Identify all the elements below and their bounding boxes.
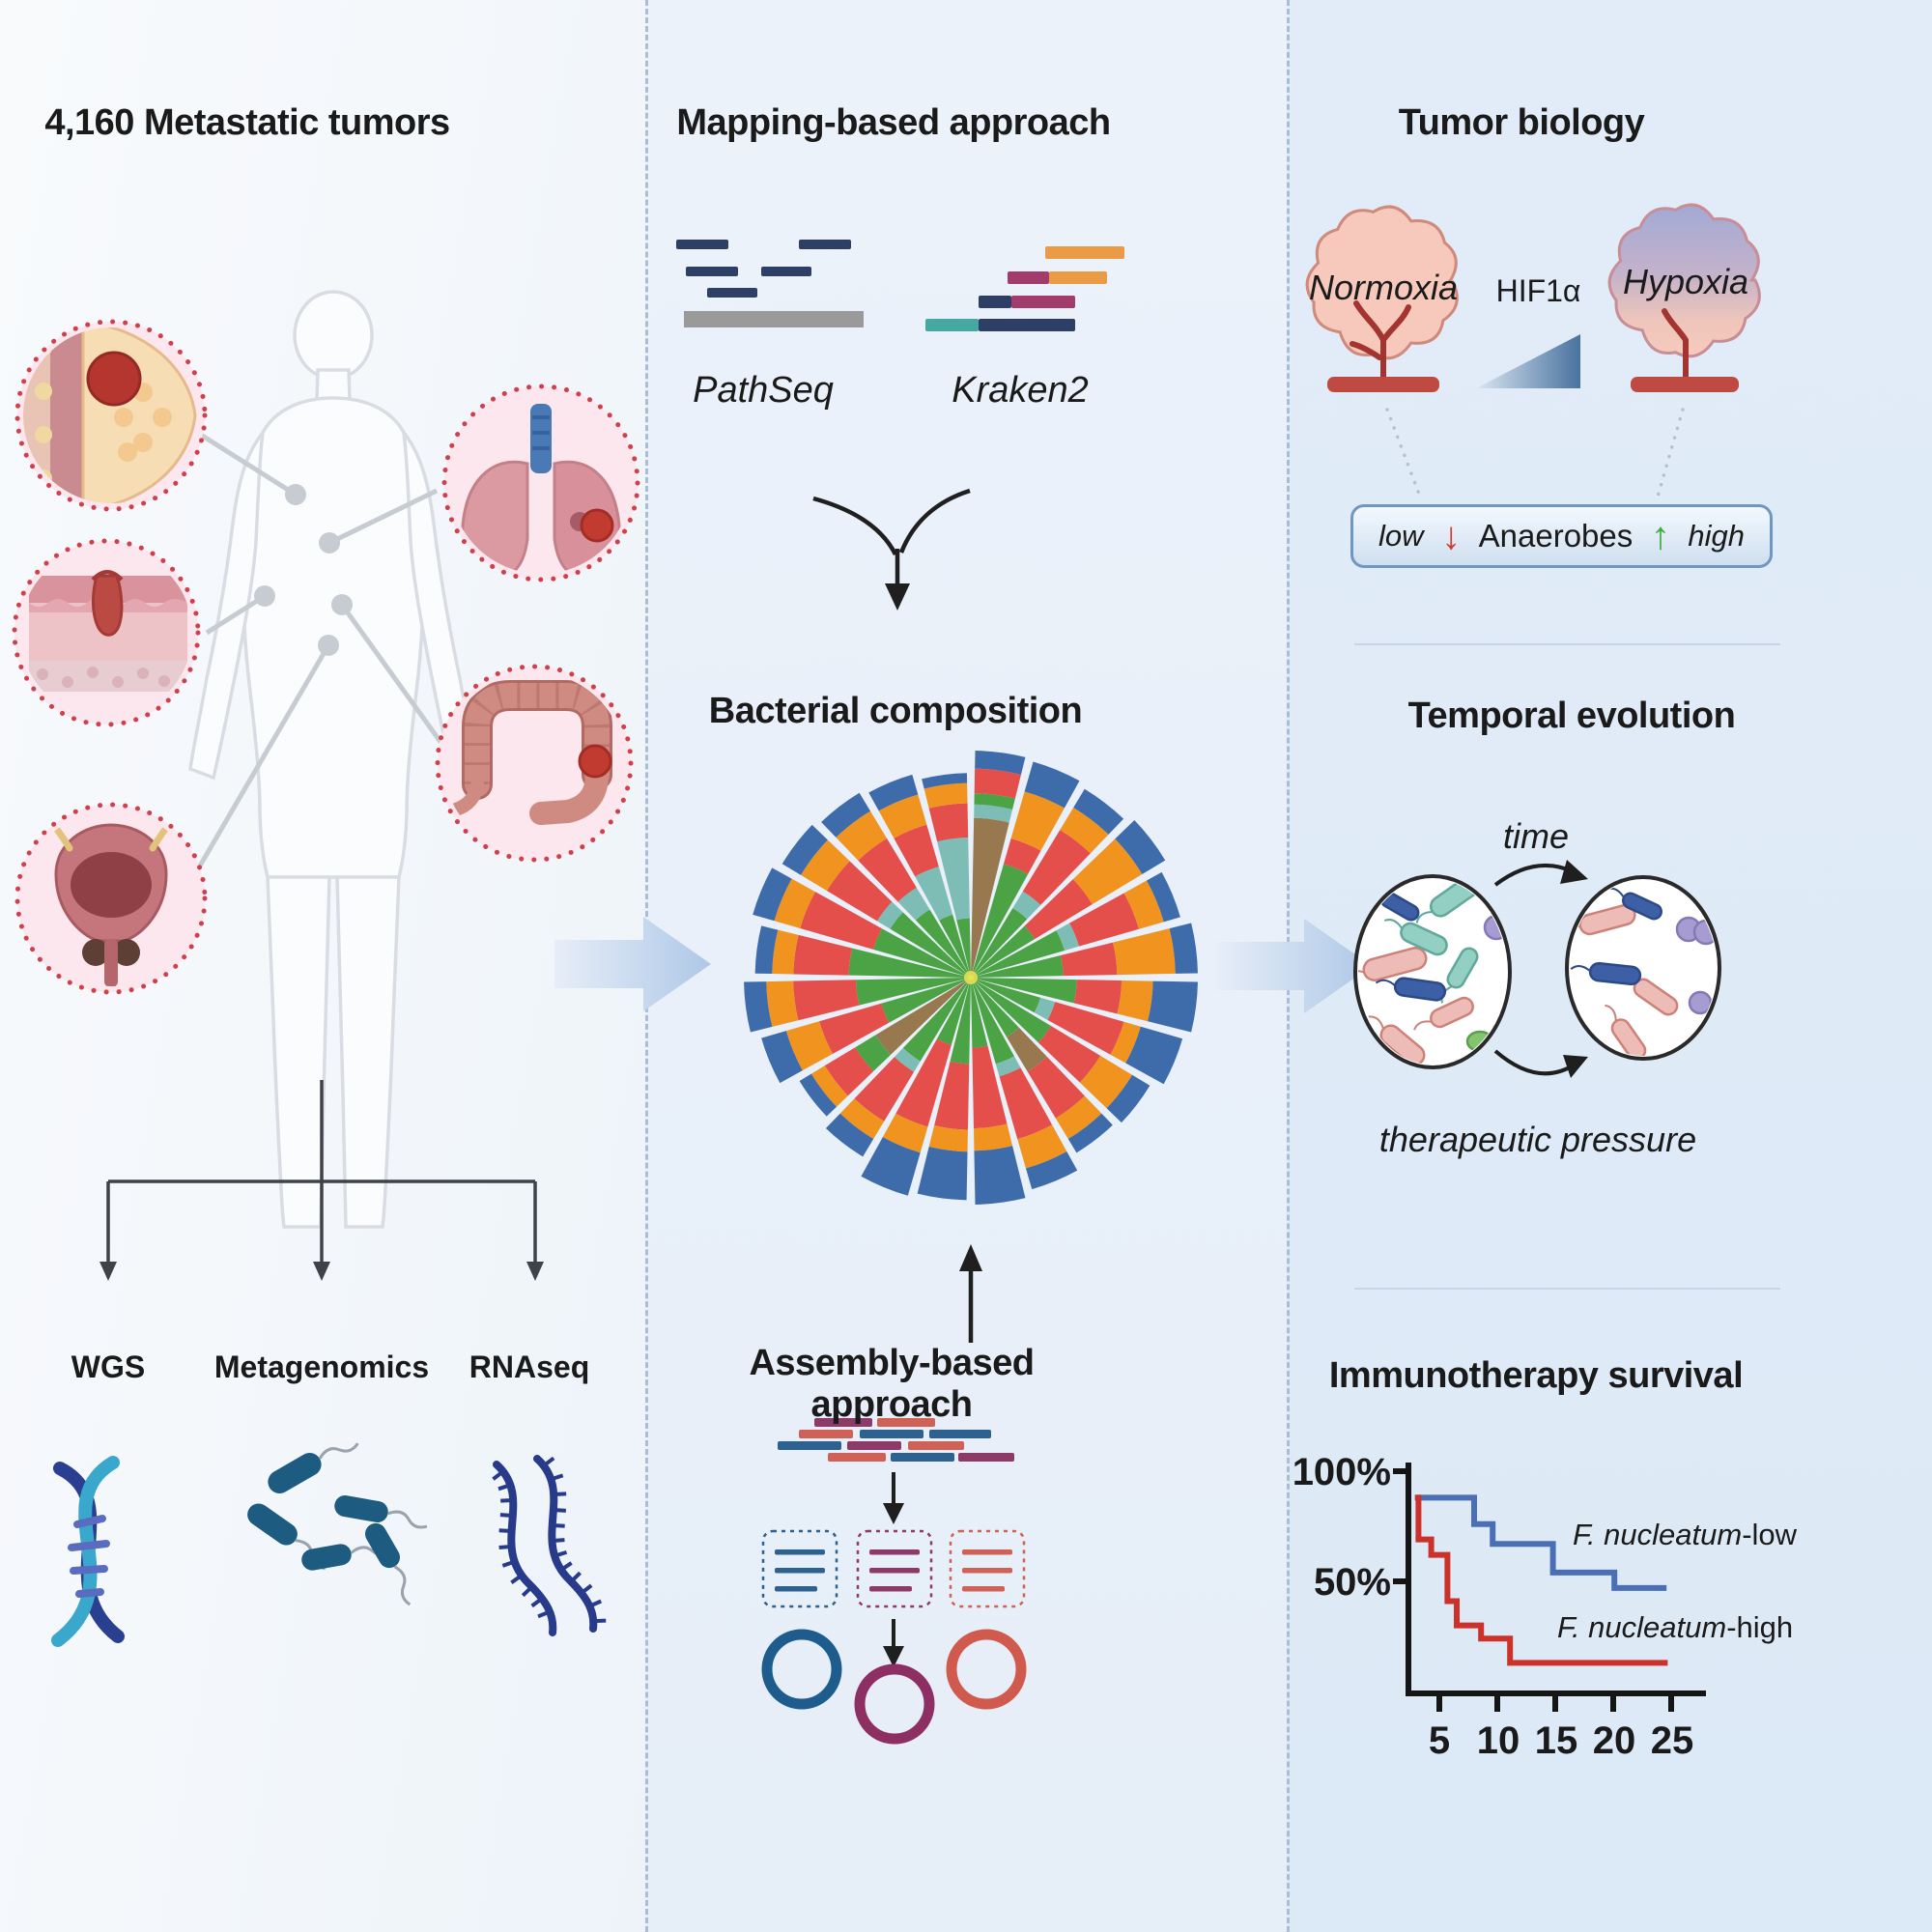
assembly-approach-title: Assembly-based approach [749, 1343, 1035, 1425]
method-label-metagenomics: Metagenomics [213, 1350, 430, 1384]
circular-genome-icons [761, 1629, 1027, 1745]
left-panel-title: 4,160 Metastatic tumors [44, 102, 450, 143]
colon-organ-icon [435, 664, 634, 863]
converging-arrows [812, 488, 971, 611]
down-arrow-icon: ↓ [1441, 515, 1462, 557]
hif1a-label: HIF1α [1495, 273, 1581, 308]
tumor-biology-illustration [1305, 203, 1761, 498]
contig-bin-boxes [761, 1529, 1026, 1608]
pathseq-reads-illustration [676, 240, 864, 327]
anaerobes-high-label: high [1688, 519, 1745, 553]
microbiome-after-circle [1565, 875, 1721, 1061]
bacterial-composition-title: Bacterial composition [708, 691, 1083, 731]
microbiome-before-circle [1353, 874, 1512, 1069]
skin-organ-icon [12, 538, 201, 727]
hypoxia-label: Hypoxia [1622, 262, 1749, 301]
kraken2-reads-illustration [925, 246, 1124, 331]
panel-flow-arrow [554, 917, 711, 1011]
bladder-organ-icon [14, 802, 208, 995]
organ-connector-lines [186, 424, 443, 869]
immunotherapy-survival-title: Immunotherapy survival [1328, 1355, 1744, 1396]
bacteria-icon [247, 1442, 428, 1606]
therapeutic-pressure-label: therapeutic pressure [1378, 1120, 1697, 1159]
lung-organ-icon [441, 384, 640, 582]
kraken2-label: Kraken2 [952, 370, 1089, 411]
section-divider-1 [1354, 643, 1780, 645]
x-tick-5: 5 [1428, 1719, 1451, 1762]
bacterial-composition-wheel [744, 751, 1198, 1205]
method-label-wgs: WGS [71, 1350, 146, 1384]
y-tick-100: 100% [1292, 1451, 1391, 1493]
anaerobes-level-box: low ↓ Anaerobes ↑ high [1350, 504, 1773, 568]
y-tick-50: 50% [1313, 1561, 1391, 1604]
method-label-rnaseq: RNAseq [469, 1350, 590, 1384]
dna-helix-icon [51, 1456, 125, 1647]
section-divider-2 [1354, 1288, 1780, 1290]
rna-strand-icon [492, 1455, 607, 1636]
assembly-flow-arrows [883, 1472, 904, 1667]
km-legend-low: F. nucleatum-low [1573, 1518, 1798, 1551]
assembly-reads-illustration [778, 1418, 1014, 1462]
mapping-approach-title: Mapping-based approach [676, 102, 1111, 143]
km-legend-high: F. nucleatum-high [1557, 1610, 1794, 1644]
assembly-to-wheel-arrow [959, 1244, 982, 1343]
anaerobes-label: Anaerobes [1478, 518, 1634, 554]
x-tick-20: 20 [1592, 1719, 1636, 1762]
sequencing-branch-arrows [99, 1080, 544, 1281]
x-tick-15: 15 [1534, 1719, 1578, 1762]
pathseq-label: PathSeq [693, 370, 834, 411]
breast-organ-icon [14, 319, 208, 512]
x-tick-25: 25 [1650, 1719, 1694, 1762]
tumor-biology-title: Tumor biology [1398, 102, 1645, 143]
time-label: time [1502, 816, 1569, 856]
normoxia-label: Normoxia [1308, 268, 1459, 307]
anaerobes-low-label: low [1378, 519, 1424, 553]
km-survival-chart [1393, 1463, 1706, 1712]
panel-flow-arrow [1215, 919, 1372, 1013]
human-body-silhouette [188, 290, 478, 1229]
up-arrow-icon: ↑ [1650, 515, 1670, 557]
temporal-evolution-illustration [1353, 860, 1721, 1078]
x-tick-10: 10 [1476, 1719, 1520, 1762]
temporal-evolution-title: Temporal evolution [1407, 696, 1736, 736]
